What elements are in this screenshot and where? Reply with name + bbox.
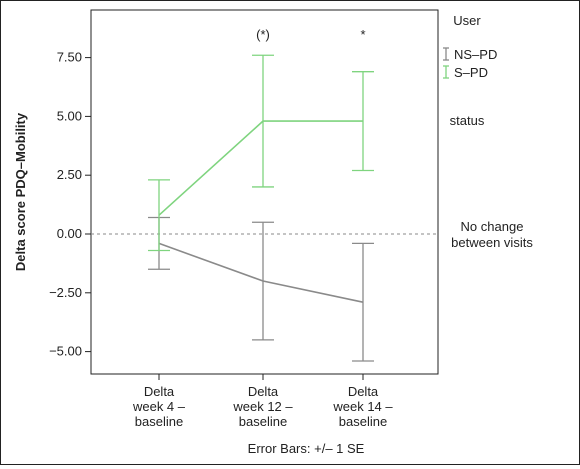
y-tick-label: 7.50 — [57, 50, 82, 65]
reference-line-label-line1: No change — [461, 219, 524, 234]
plot-area — [90, 9, 439, 375]
series-line-ns-pd — [158, 242, 364, 303]
significance-mark: * — [360, 27, 365, 42]
y-axis-label: Delta score PDQ–Mobility — [13, 112, 28, 271]
x-tick-label: Delta — [348, 384, 379, 399]
y-tick-label: −2.50 — [49, 285, 82, 300]
x-tick-label: week 4 – — [132, 399, 186, 414]
y-tick-label: −5.00 — [49, 344, 82, 359]
x-tick-label: week 12 – — [232, 399, 293, 414]
legend-title-line1: User — [453, 13, 481, 28]
x-axis-label: Error Bars: +/– 1 SE — [248, 441, 365, 456]
series-line-s-pd — [158, 120, 363, 216]
x-tick-label: baseline — [135, 414, 183, 429]
y-tick-label: 5.00 — [57, 108, 82, 123]
legend-entry: NS–PD — [454, 47, 497, 62]
x-tick-label: Delta — [144, 384, 175, 399]
x-tick-label: Delta — [248, 384, 279, 399]
reference-line-label-line2: between visits — [451, 235, 533, 250]
y-tick-label: 2.50 — [57, 167, 82, 182]
legend-title-line2: status — [450, 113, 485, 128]
legend-entry: S–PD — [454, 65, 488, 80]
x-tick-label: baseline — [339, 414, 387, 429]
y-tick-label: 0.00 — [57, 226, 82, 241]
x-tick-label: baseline — [239, 414, 287, 429]
x-tick-label: week 14 – — [332, 399, 393, 414]
significance-mark: (*) — [256, 27, 270, 42]
